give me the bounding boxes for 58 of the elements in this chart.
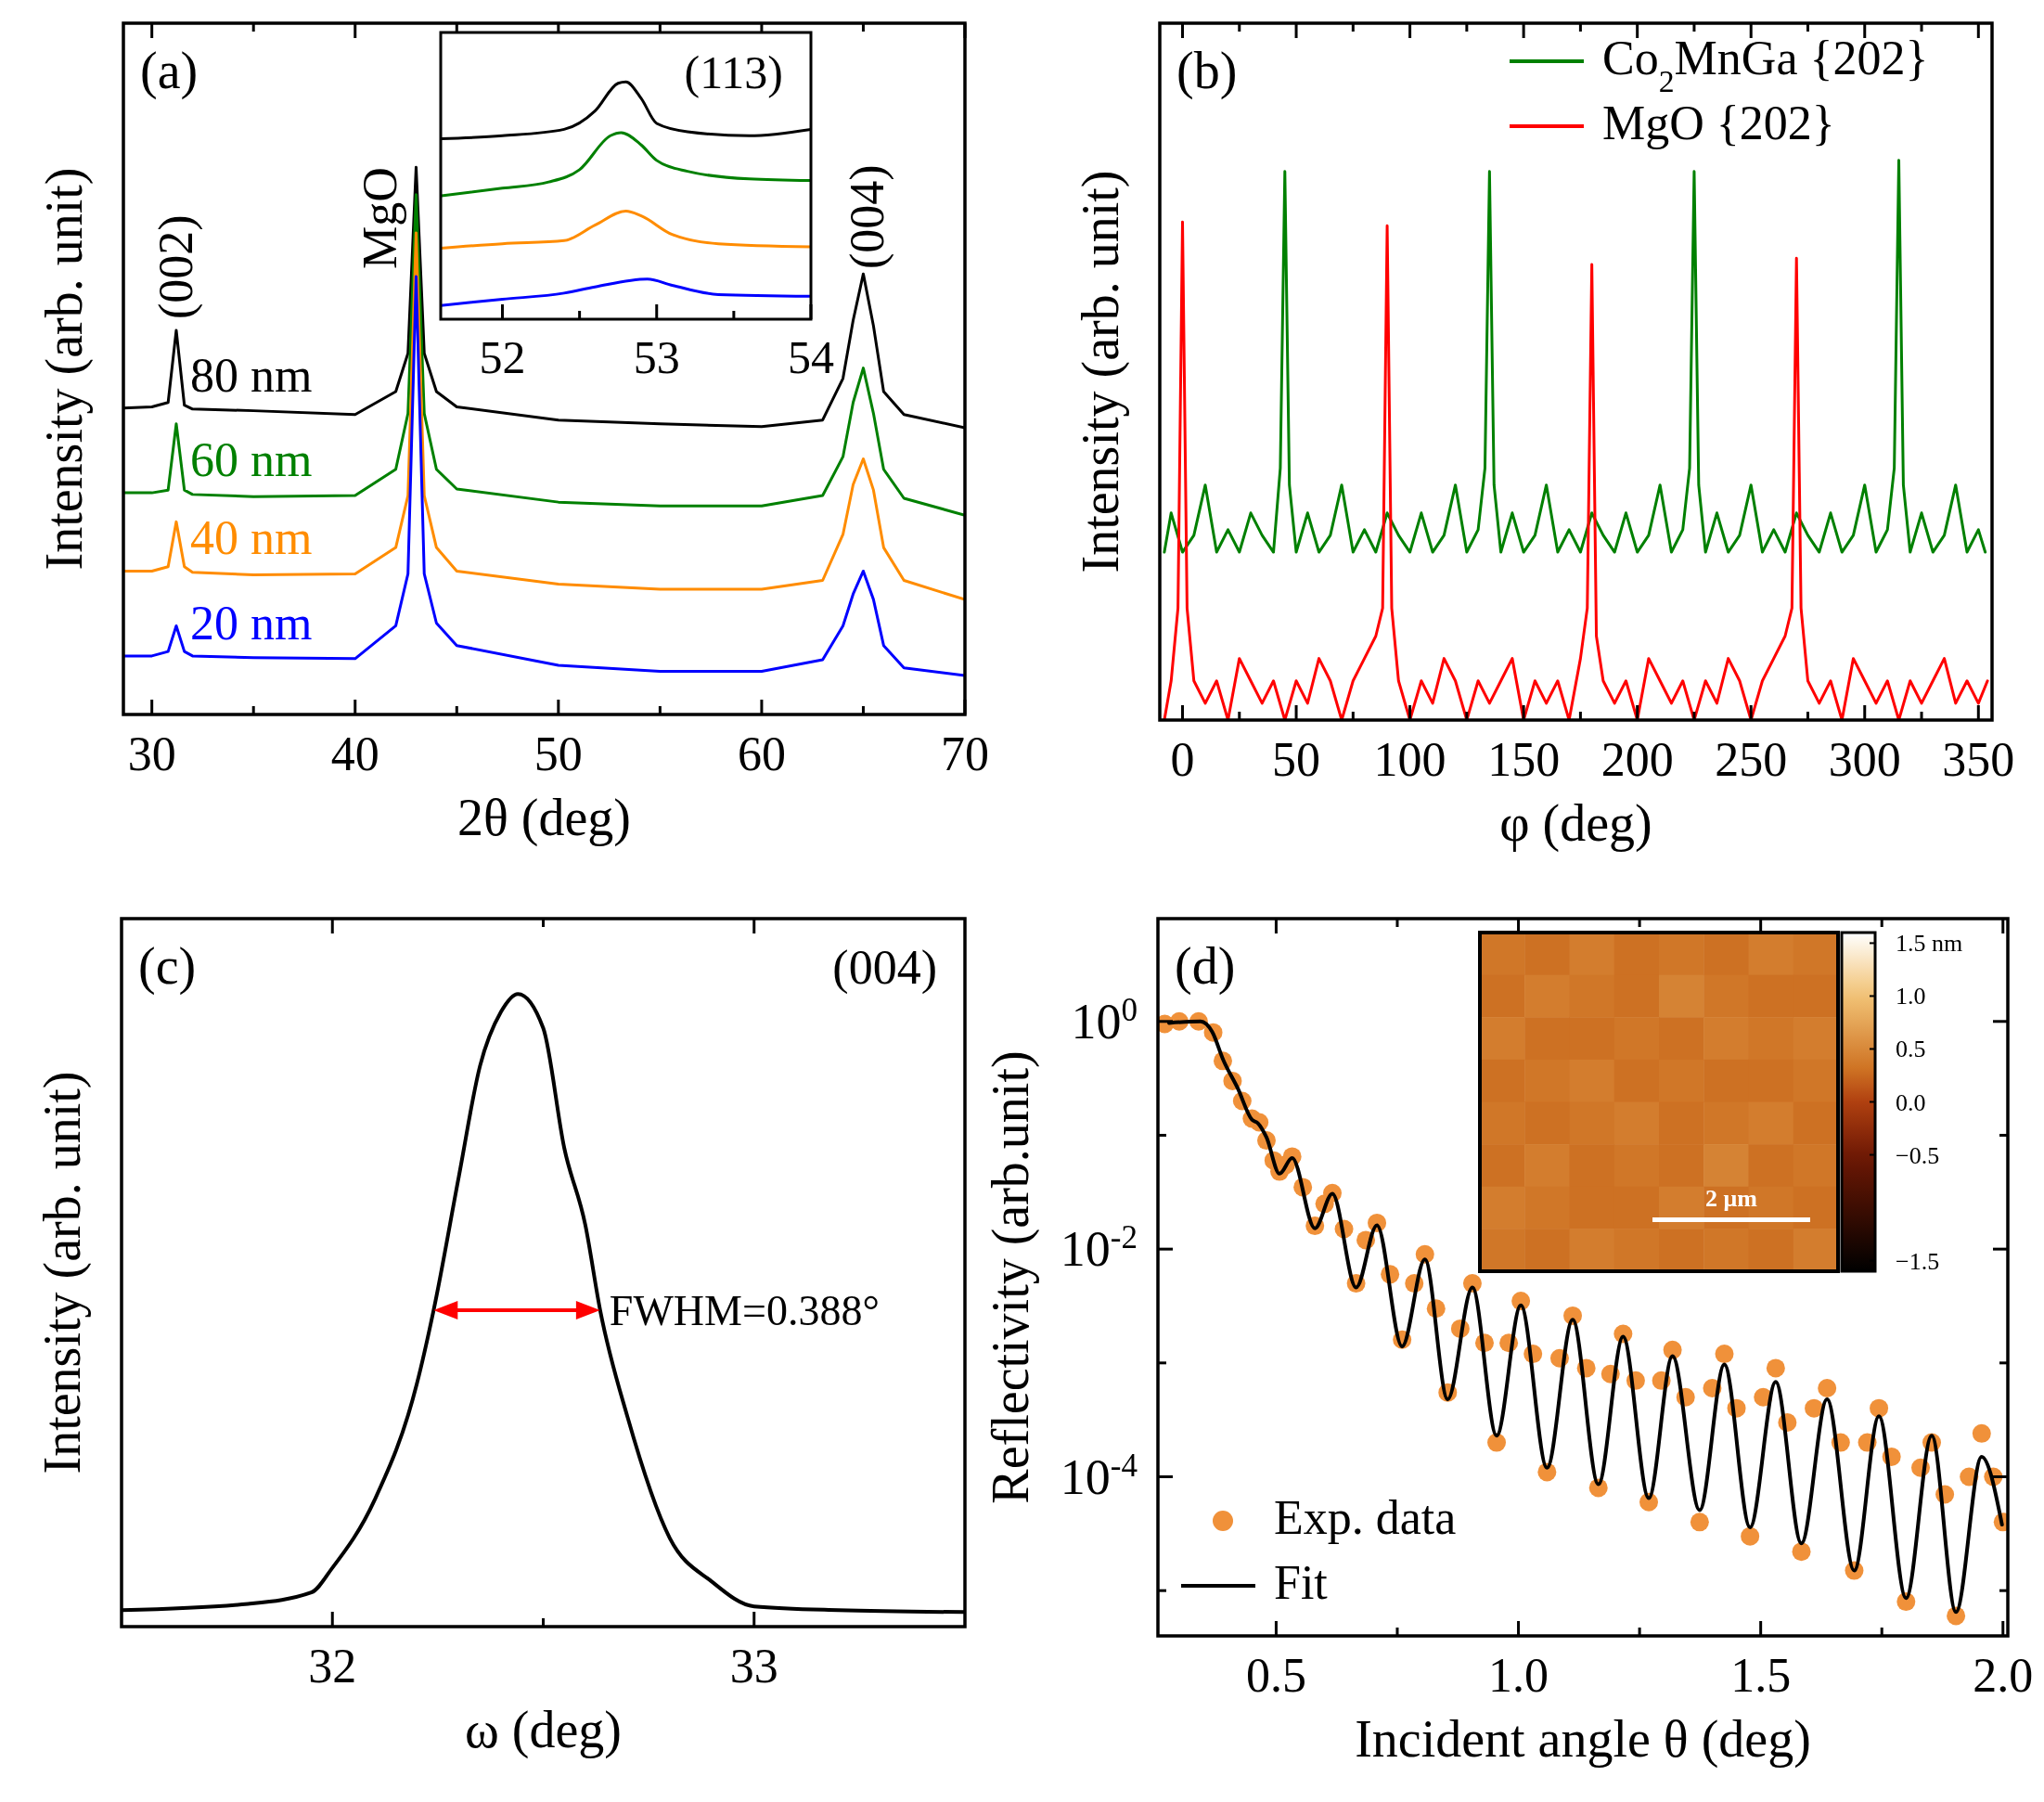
x-tick-label: 1.0 [1488, 1649, 1549, 1702]
x-tick-label: 30 [127, 727, 176, 780]
chart-title: (a) [140, 42, 199, 100]
x-tick-label: 54 [788, 331, 834, 383]
series-label: 60 nm [190, 433, 313, 487]
y-tick-label: 10$^{-2}$ [1060, 1218, 1138, 1278]
x-tick-label: 2.0 [1973, 1649, 2034, 1702]
series-label: 20 nm [190, 596, 313, 650]
x-tick-label: 100 [1373, 733, 1446, 786]
legend-label: Fit [1274, 1556, 1329, 1609]
y-tick-label: 10$^{-4}$ [1060, 1447, 1138, 1505]
x-tick-label: 300 [1828, 733, 1901, 786]
annotation: (002) [149, 214, 203, 319]
x-tick-label: 53 [633, 331, 680, 383]
x-axis-title: φ (deg) [1499, 794, 1652, 853]
x-tick-label: 32 [308, 1640, 357, 1693]
x-tick-label: 50 [1272, 733, 1321, 786]
y-axis-title: Intensity (arb. unit) [1072, 170, 1130, 573]
x-tick-label: 250 [1715, 733, 1788, 786]
color-bar-label: 0.0 [1896, 1088, 1926, 1116]
legend-label: Co$_{2}$MnGa {202} [1602, 32, 1929, 98]
x-tick-label: 33 [729, 1640, 778, 1693]
color-bar-label: 0.5 [1896, 1036, 1926, 1063]
x-axis-title: 2θ (deg) [457, 789, 631, 847]
x-tick-label: 350 [1942, 733, 2015, 786]
color-bar-label: −1.5 [1896, 1247, 1940, 1275]
y-axis-title: Intensity (arb. unit) [33, 1071, 92, 1474]
x-axis-title: ω (deg) [464, 1701, 623, 1759]
legend-label: Exp. data [1274, 1491, 1457, 1544]
x-tick-label: 40 [330, 727, 379, 780]
annotation: FWHM=0.388° [609, 1287, 880, 1335]
x-tick-label: 60 [737, 727, 786, 780]
x-axis-title: Incident angle θ (deg) [1355, 1710, 1811, 1769]
x-tick-label: 150 [1487, 733, 1561, 786]
x-tick-label: 200 [1600, 733, 1674, 786]
chart-title: (d) [1175, 937, 1236, 996]
annotation: 2 μm [1705, 1185, 1758, 1212]
series-label: 40 nm [190, 511, 313, 565]
x-tick-label: 0 [1170, 733, 1195, 786]
x-tick-label: 70 [941, 727, 989, 780]
text: (004) [832, 941, 937, 995]
color-bar-label: 1.0 [1896, 983, 1926, 1010]
y-axis-title: Intensity (arb. unit) [35, 167, 94, 571]
color-bar-label: 1.5 nm [1896, 930, 1963, 958]
y-tick-label: 10$^{0}$ [1071, 991, 1138, 1049]
annotation: (113) [684, 46, 783, 98]
y-axis-title: Reflectivity (arb.unit) [982, 1050, 1040, 1504]
x-tick-label: 50 [533, 727, 583, 780]
x-tick-label: 1.5 [1730, 1649, 1792, 1702]
chart-title: (b) [1176, 42, 1238, 100]
series-label: 80 nm [190, 348, 313, 402]
x-tick-label: 52 [479, 331, 526, 383]
legend-label: MgO {202} [1602, 97, 1835, 149]
annotation: (004) [841, 164, 894, 269]
x-tick-label: 0.5 [1245, 1649, 1306, 1702]
color-bar-label: −0.5 [1896, 1141, 1940, 1169]
chart-title: (c) [138, 937, 197, 996]
annotation: MgO [354, 167, 406, 269]
